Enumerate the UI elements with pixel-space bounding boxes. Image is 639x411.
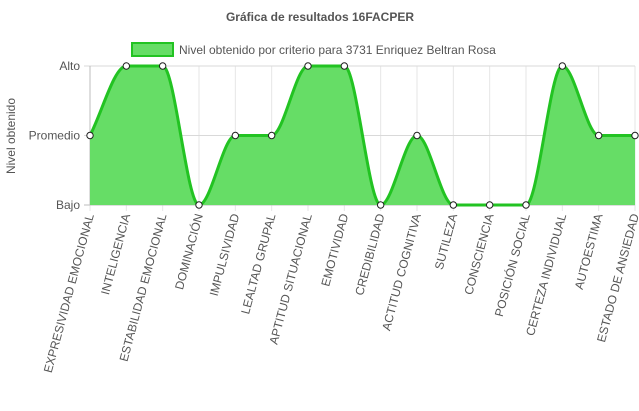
data-point[interactable] — [522, 201, 530, 209]
data-point[interactable] — [340, 62, 349, 70]
data-point[interactable] — [594, 131, 603, 140]
y-axis-ticks: Bajo Promedio Alto — [29, 59, 81, 212]
data-point[interactable] — [631, 131, 639, 140]
data-points — [86, 62, 639, 209]
x-tick-label: POSICIÓN SOCIAL — [491, 212, 533, 319]
data-point[interactable] — [558, 62, 567, 70]
data-point[interactable] — [231, 131, 240, 140]
data-point[interactable] — [158, 62, 167, 70]
x-tick-label: ACTITUD COGNITIVA — [379, 212, 424, 332]
x-tick-label: AUTOESTIMA — [572, 212, 606, 291]
x-tick-label: DOMINACIÓN — [171, 212, 206, 291]
series-layer — [88, 64, 635, 207]
y-tick-label: Promedio — [29, 129, 81, 143]
data-point[interactable] — [485, 201, 494, 209]
y-tick-label: Alto — [59, 59, 80, 73]
y-tick-label: Bajo — [56, 198, 80, 212]
x-tick-label: LEALTAD GRUPAL — [238, 212, 278, 316]
legend-label[interactable]: Nivel obtenido por criterio para 3731 En… — [179, 43, 496, 57]
data-point[interactable] — [86, 131, 94, 140]
legend[interactable]: Nivel obtenido por criterio para 3731 En… — [131, 42, 496, 57]
x-tick-label: SUTILEZA — [432, 212, 460, 271]
data-point[interactable] — [122, 62, 131, 70]
data-point[interactable] — [449, 201, 458, 209]
x-tick-label: CONSCIENCIA — [461, 212, 496, 296]
x-tick-label: INTELIGENCIA — [98, 212, 133, 296]
x-tick-label: CERTEZA INDIVIDUAL — [523, 212, 569, 337]
x-tick-label: IMPULSIVIDAD — [207, 212, 243, 298]
data-point[interactable] — [195, 201, 203, 209]
data-point[interactable] — [376, 201, 385, 209]
series-line — [88, 64, 635, 207]
x-tick-label: CREDIBILIDAD — [352, 212, 387, 297]
data-point[interactable] — [267, 131, 276, 140]
x-axis-ticks: EXPRESIVIDAD EMOCIONAL INTELIGENCIAESTABI… — [41, 212, 639, 375]
x-tick-label: EMOTIVIDAD — [318, 212, 351, 288]
x-tick-label: EXPRESIVIDAD EMOCIONAL — [41, 212, 97, 374]
chart-title: Gráfica de resultados 16FACPER — [226, 10, 414, 24]
y-axis-label: Nivel obtenido — [4, 98, 18, 174]
legend-swatch[interactable] — [131, 42, 174, 57]
data-point[interactable] — [413, 131, 421, 140]
data-point[interactable] — [304, 62, 312, 70]
